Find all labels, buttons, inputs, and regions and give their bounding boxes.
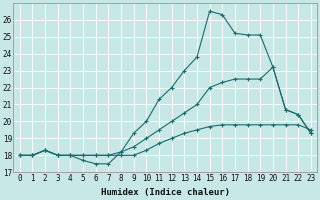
X-axis label: Humidex (Indice chaleur): Humidex (Indice chaleur) bbox=[101, 188, 230, 197]
